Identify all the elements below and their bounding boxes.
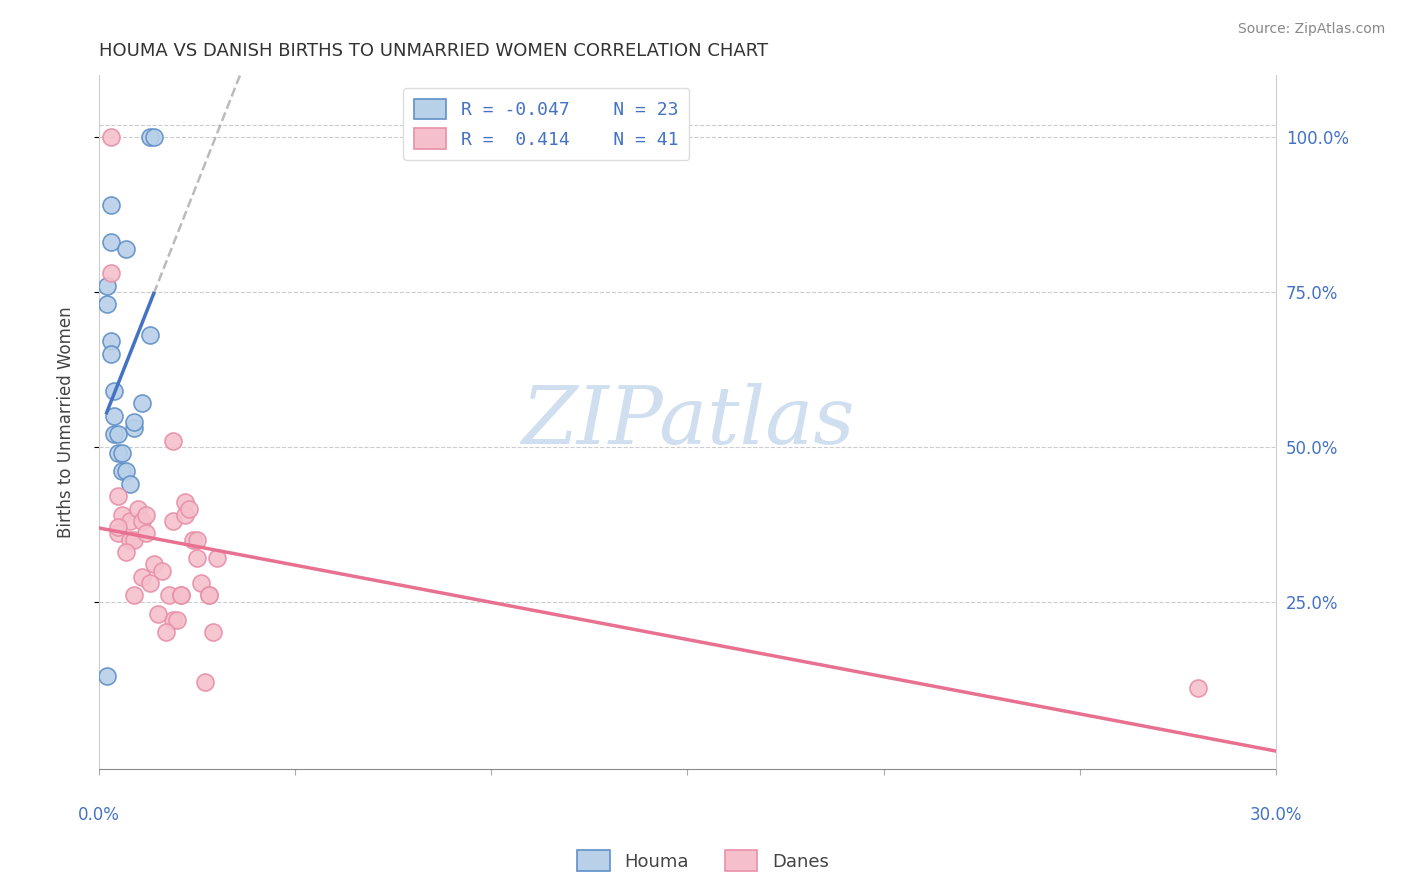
Point	[107, 520, 129, 534]
Point	[122, 533, 145, 547]
Point	[139, 576, 162, 591]
Point	[131, 570, 153, 584]
Point	[107, 526, 129, 541]
Text: HOUMA VS DANISH BIRTHS TO UNMARRIED WOMEN CORRELATION CHART: HOUMA VS DANISH BIRTHS TO UNMARRIED WOME…	[98, 42, 768, 60]
Point	[194, 675, 217, 690]
Point	[174, 508, 197, 522]
Point	[159, 588, 181, 602]
Point	[122, 415, 145, 429]
Point	[181, 533, 204, 547]
Point	[155, 625, 177, 640]
Point	[100, 130, 122, 145]
Point	[131, 396, 153, 410]
Point	[103, 384, 125, 398]
Point	[162, 434, 184, 448]
Point	[103, 409, 125, 423]
Text: 0.0%: 0.0%	[77, 805, 120, 824]
Point	[107, 427, 129, 442]
Point	[96, 669, 118, 683]
Point	[142, 558, 165, 572]
Point	[197, 588, 219, 602]
Point	[166, 613, 188, 627]
Point	[103, 427, 125, 442]
Point	[122, 588, 145, 602]
Point	[201, 625, 224, 640]
Point	[162, 613, 184, 627]
Point	[120, 514, 142, 528]
Text: ZIPatlas: ZIPatlas	[520, 384, 855, 460]
Point	[205, 551, 228, 566]
Point	[111, 508, 134, 522]
Point	[146, 607, 169, 621]
Point	[150, 564, 173, 578]
Point	[111, 446, 134, 460]
Point	[115, 465, 138, 479]
Point	[107, 446, 129, 460]
Point	[131, 514, 153, 528]
Point	[139, 130, 162, 145]
Text: Source: ZipAtlas.com: Source: ZipAtlas.com	[1237, 22, 1385, 37]
Point	[111, 465, 134, 479]
Point	[96, 278, 118, 293]
Point	[142, 130, 165, 145]
Point	[170, 588, 193, 602]
Legend: R = -0.047    N = 23, R =  0.414    N = 41: R = -0.047 N = 23, R = 0.414 N = 41	[404, 87, 689, 160]
Point	[162, 514, 184, 528]
Point	[197, 588, 219, 602]
Point	[177, 501, 200, 516]
Text: 30.0%: 30.0%	[1250, 805, 1302, 824]
Point	[135, 508, 157, 522]
Y-axis label: Births to Unmarried Women: Births to Unmarried Women	[58, 306, 75, 538]
Point	[100, 347, 122, 361]
Point	[1187, 681, 1209, 696]
Point	[107, 489, 129, 503]
Point	[115, 545, 138, 559]
Point	[190, 576, 212, 591]
Point	[100, 334, 122, 349]
Point	[100, 198, 122, 212]
Point	[96, 297, 118, 311]
Point	[139, 328, 162, 343]
Point	[186, 551, 208, 566]
Point	[122, 421, 145, 435]
Point	[127, 501, 149, 516]
Point	[174, 495, 197, 509]
Point	[135, 526, 157, 541]
Point	[120, 533, 142, 547]
Point	[186, 533, 208, 547]
Point	[115, 242, 138, 256]
Point	[100, 235, 122, 250]
Legend: Houma, Danes: Houma, Danes	[569, 843, 837, 879]
Point	[100, 266, 122, 280]
Point	[170, 588, 193, 602]
Point	[120, 476, 142, 491]
